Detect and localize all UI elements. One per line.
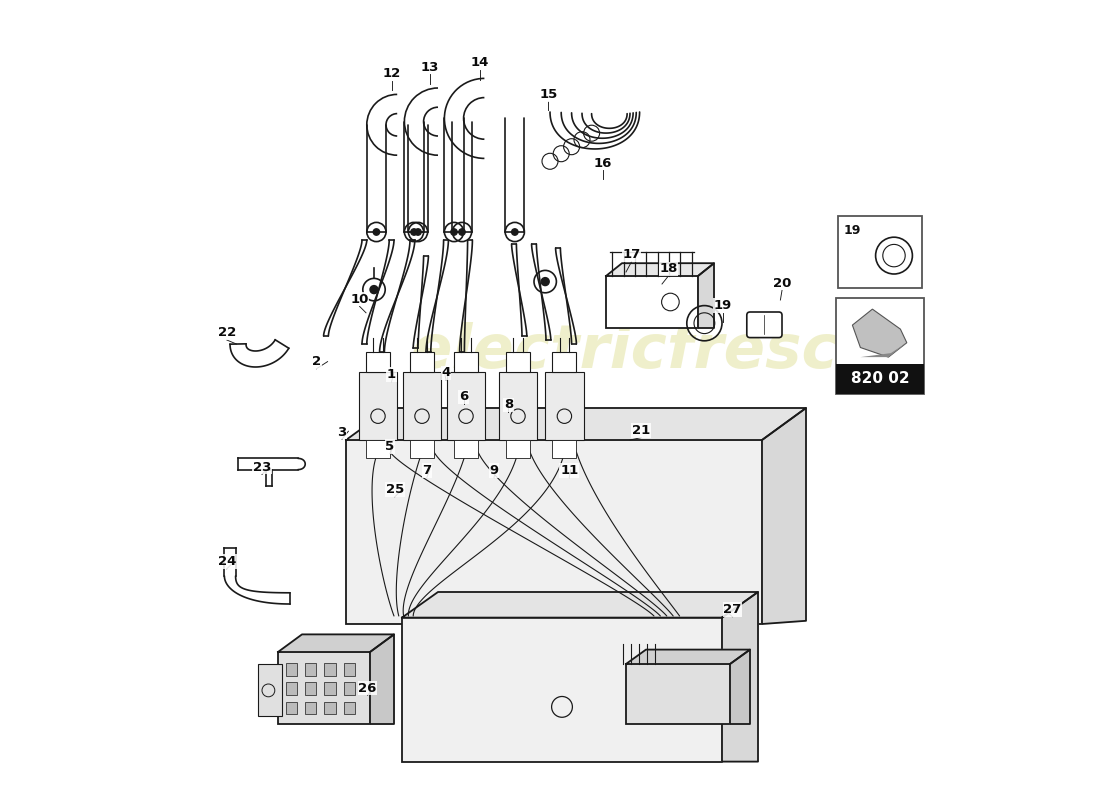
- Bar: [552, 440, 576, 458]
- Text: 7: 7: [422, 464, 431, 477]
- Text: 23: 23: [253, 461, 272, 474]
- Polygon shape: [606, 263, 714, 276]
- Text: 8: 8: [504, 398, 513, 411]
- Bar: [447, 372, 485, 440]
- Bar: [403, 372, 441, 440]
- Bar: [506, 352, 530, 372]
- Bar: [278, 652, 370, 724]
- Bar: [324, 702, 336, 714]
- Circle shape: [541, 278, 549, 286]
- Circle shape: [373, 229, 380, 235]
- Bar: [836, 298, 924, 394]
- Bar: [359, 372, 397, 440]
- Bar: [454, 440, 478, 458]
- Bar: [546, 372, 584, 440]
- Circle shape: [370, 286, 378, 294]
- Text: 19: 19: [844, 224, 861, 237]
- Bar: [836, 364, 924, 394]
- Text: 27: 27: [724, 603, 741, 616]
- Bar: [286, 682, 297, 695]
- Bar: [324, 682, 336, 695]
- Polygon shape: [370, 634, 394, 724]
- Text: 16: 16: [594, 157, 612, 170]
- Text: 17: 17: [623, 248, 640, 261]
- Bar: [626, 664, 730, 724]
- Bar: [410, 352, 435, 372]
- Bar: [454, 352, 478, 372]
- Text: 20: 20: [773, 277, 791, 290]
- Text: 19: 19: [714, 299, 732, 312]
- Text: 12: 12: [383, 67, 400, 80]
- Bar: [410, 440, 435, 458]
- Polygon shape: [852, 309, 906, 357]
- Bar: [305, 682, 317, 695]
- Polygon shape: [346, 408, 806, 440]
- Bar: [346, 440, 762, 624]
- Text: 18: 18: [659, 262, 678, 275]
- Text: 26: 26: [359, 682, 377, 694]
- Bar: [506, 440, 530, 458]
- Bar: [838, 216, 922, 288]
- Text: 11: 11: [560, 464, 579, 477]
- Text: 820 02: 820 02: [851, 371, 910, 386]
- Bar: [305, 663, 317, 676]
- Text: 15: 15: [539, 88, 558, 101]
- Polygon shape: [730, 650, 750, 724]
- FancyBboxPatch shape: [747, 312, 782, 338]
- Polygon shape: [698, 263, 714, 328]
- Bar: [498, 372, 537, 440]
- Text: 2: 2: [311, 355, 321, 368]
- Text: 24: 24: [218, 555, 236, 568]
- Bar: [324, 663, 336, 676]
- Bar: [258, 664, 282, 716]
- Bar: [286, 702, 297, 714]
- Text: 4: 4: [441, 366, 451, 379]
- Text: electricfresco: electricfresco: [411, 322, 881, 382]
- Polygon shape: [278, 634, 394, 652]
- Circle shape: [451, 229, 458, 235]
- Bar: [305, 702, 317, 714]
- Text: 3: 3: [338, 426, 346, 438]
- Circle shape: [512, 229, 518, 235]
- Bar: [366, 440, 390, 458]
- Polygon shape: [402, 592, 758, 618]
- Text: 9: 9: [490, 464, 498, 477]
- Bar: [366, 352, 390, 372]
- Bar: [286, 663, 297, 676]
- Polygon shape: [722, 592, 758, 762]
- Polygon shape: [860, 342, 906, 357]
- Bar: [552, 352, 576, 372]
- Text: 25: 25: [386, 483, 404, 496]
- Text: 22: 22: [218, 326, 235, 339]
- Text: 21: 21: [632, 424, 650, 437]
- Circle shape: [415, 229, 421, 235]
- Circle shape: [410, 229, 417, 235]
- Text: 13: 13: [421, 61, 439, 74]
- Polygon shape: [762, 408, 806, 624]
- Text: 5: 5: [385, 440, 395, 453]
- Polygon shape: [626, 650, 750, 664]
- Bar: [343, 702, 355, 714]
- Text: since 1985: since 1985: [560, 508, 781, 580]
- Text: 6: 6: [459, 390, 469, 403]
- Bar: [606, 276, 698, 328]
- Text: a parts: a parts: [502, 434, 679, 478]
- Bar: [402, 618, 722, 762]
- Text: 10: 10: [351, 293, 369, 306]
- Circle shape: [459, 229, 465, 235]
- Text: 14: 14: [471, 56, 488, 69]
- Text: 1: 1: [387, 368, 396, 381]
- Bar: [343, 682, 355, 695]
- Bar: [343, 663, 355, 676]
